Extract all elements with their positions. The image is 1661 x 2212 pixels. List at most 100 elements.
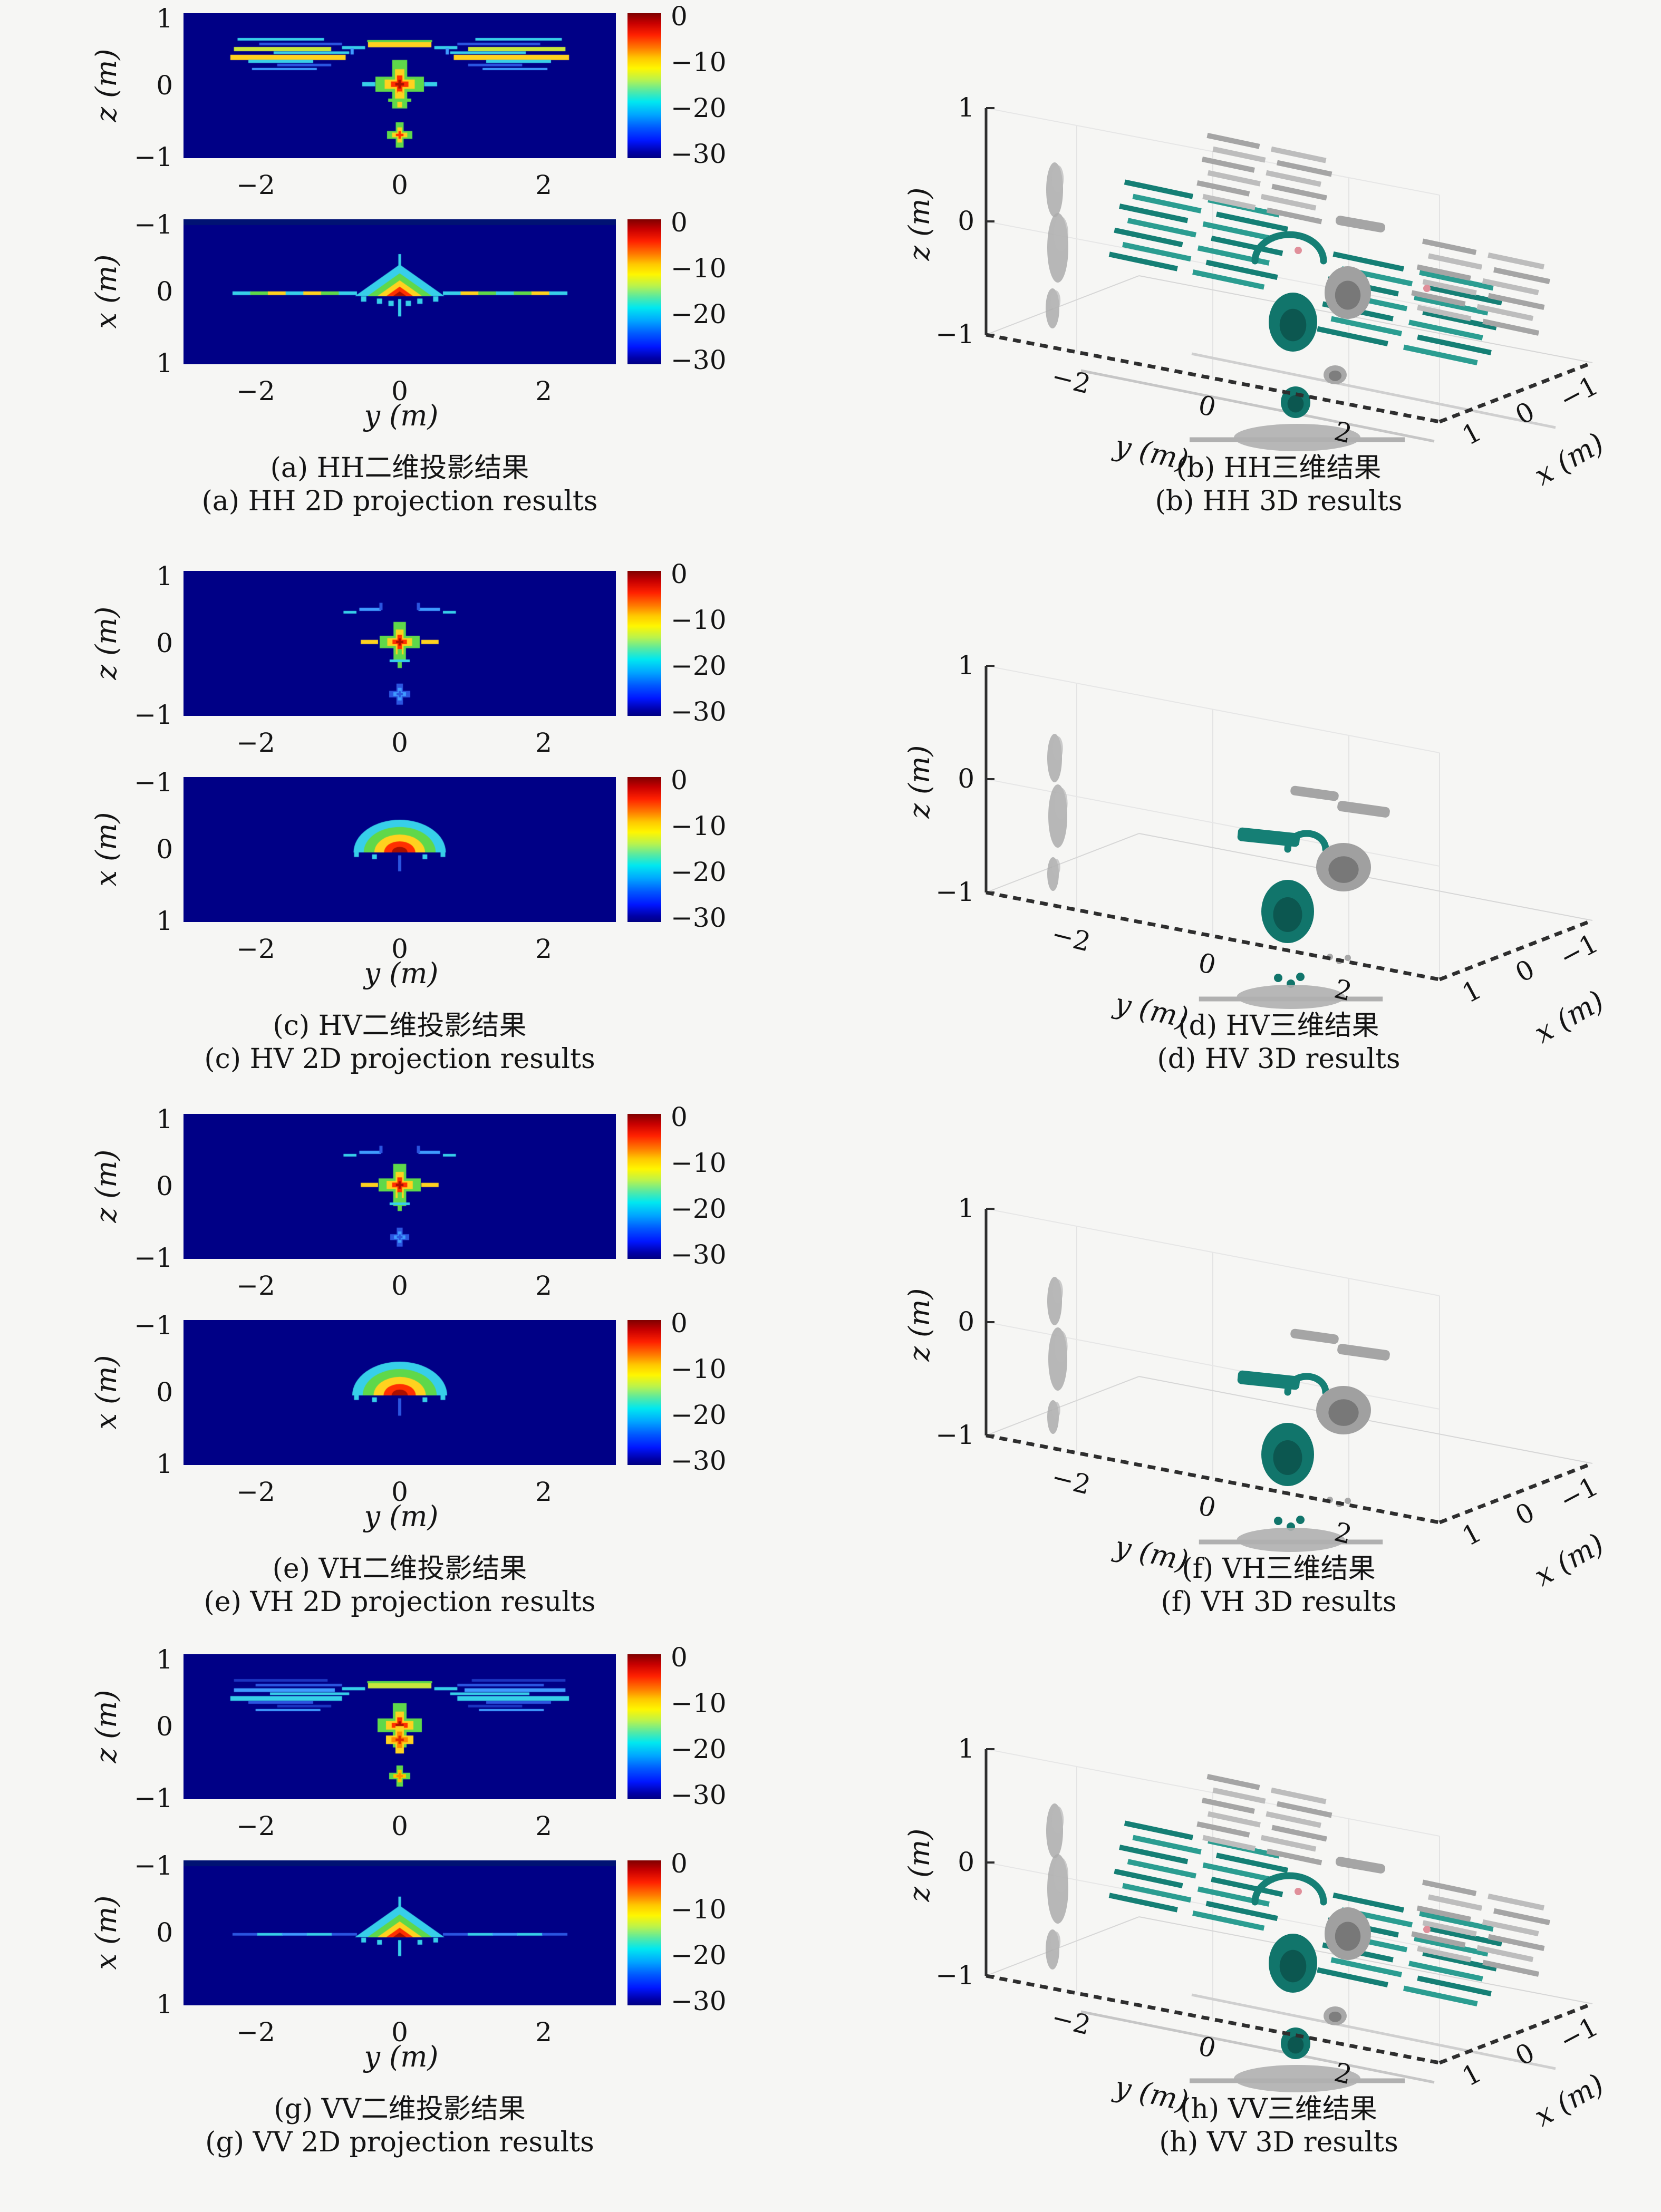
colorbar-tick: −20	[671, 299, 727, 329]
streak-dash	[1266, 170, 1321, 187]
caption-3d-cn: (d) HV三维结果	[1178, 1010, 1379, 1042]
gray-wall-patch	[1051, 1806, 1064, 1834]
streak-dash	[1411, 290, 1466, 307]
speck-dot	[1423, 285, 1431, 292]
heatmap-canvas-bottom	[184, 1320, 616, 1465]
teal-isosurface-blob	[1261, 1423, 1314, 1486]
speck-dot	[1274, 1517, 1282, 1525]
colorbar-tick: −30	[671, 139, 727, 169]
colorbar-tick: −20	[671, 1940, 727, 1971]
gray-wall-patch	[1050, 1931, 1061, 1952]
streak-dash	[1201, 1797, 1255, 1814]
teal-isosurface-blob	[1287, 2036, 1304, 2054]
grid-line	[1138, 1916, 1593, 2004]
caption-3d-en: (f) VH 3D results	[1161, 1586, 1397, 1618]
caption-2d-cn: (a) HH二维投影结果	[270, 452, 529, 484]
streak-dash	[1212, 1787, 1266, 1804]
colorbar-tick: −30	[671, 1986, 727, 2016]
streak-dash	[1205, 259, 1278, 280]
teal-isosurface-blob	[1273, 1440, 1302, 1475]
y-tick-label: 0	[1195, 1490, 1219, 1524]
x-axis-tick: −2	[236, 2017, 275, 2048]
gray-shadow-blob	[1316, 1386, 1371, 1434]
gray-shadow-blob	[1328, 856, 1359, 883]
x-axis-tick: −2	[236, 376, 275, 406]
streak-dash	[1408, 319, 1483, 341]
streak-dash	[1408, 1961, 1483, 1982]
floor-shadow-line	[1191, 1993, 1556, 2070]
y-axis-label: z (m)	[90, 606, 123, 680]
y-axis-edge	[986, 890, 1440, 982]
streak-dash	[1119, 1845, 1189, 1865]
heatmap-panel-bottom: −1 0 1 x (m) −2 0 2 0 −10 −20 −30	[90, 767, 727, 963]
gray-wall-patch	[1052, 1402, 1060, 1419]
gray-shadow-dash	[1337, 1344, 1390, 1361]
floor-shadow-line	[1080, 369, 1435, 443]
streak-dash	[1211, 1876, 1283, 1897]
z-tick-label: 1	[958, 92, 974, 123]
streak-dash	[1132, 1835, 1202, 1855]
y-axis-tick: 0	[156, 276, 173, 307]
z-tick-label: 0	[958, 1306, 974, 1337]
colorbar-tick: −30	[671, 1780, 727, 1810]
teal-isosurface-blob	[1273, 897, 1302, 932]
y-axis-tick: −1	[134, 142, 173, 172]
streak-dash	[1422, 309, 1497, 331]
z-axis-label: z (m)	[903, 745, 936, 819]
x-axis-tick: 0	[391, 2017, 408, 2048]
streak-dash	[1414, 295, 1489, 316]
z-tick-label: 0	[958, 1847, 974, 1877]
x-axis-label: y (m)	[364, 957, 439, 990]
z-tick-label: −1	[935, 1960, 974, 1991]
gray-shadow-blob	[1325, 1907, 1371, 1960]
streak-dash	[1416, 1905, 1471, 1922]
gray-shadow-blob	[1328, 2011, 1342, 2022]
gray-wall-patch	[1051, 165, 1064, 193]
z-tick-label: 0	[958, 763, 974, 794]
figure-root: 1 0 −1 z (m) −2 0 2 0 −10 −20 −30 −1 0 1…	[0, 3, 1661, 2157]
streak-dash	[1196, 1821, 1250, 1838]
teal-isosurface-dash	[1237, 827, 1300, 847]
gray-shadow-dash	[1290, 785, 1339, 801]
streak-dash	[1488, 293, 1545, 310]
x-tick-label: 1	[1457, 974, 1486, 1009]
colorbar-tick: 0	[671, 1642, 688, 1673]
x-tick-label: −1	[1554, 928, 1603, 973]
streak-dash	[1207, 170, 1261, 187]
streak-dash	[1271, 183, 1327, 201]
grid-line	[986, 665, 1440, 753]
colorbar-tick: −30	[671, 1239, 727, 1270]
heatmap-canvas-bottom	[184, 1860, 616, 2005]
streak-dash	[1419, 1910, 1494, 1932]
heatmap-canvas-top	[184, 571, 616, 716]
gray-wall-patch	[1050, 290, 1061, 311]
streak-dash	[1215, 1852, 1289, 1873]
x-tick-label: 1	[1457, 1517, 1486, 1552]
figure-row: 1 0 −1 z (m) −2 0 2 0 −10 −20 −30 −1 0 1…	[0, 3, 1661, 571]
streak-dash	[1114, 1868, 1183, 1888]
streak-dash	[1270, 146, 1327, 163]
gray-shadow-dash	[1290, 1328, 1339, 1344]
y-tick-label: −2	[1048, 1461, 1094, 1500]
streak-dash	[1417, 1946, 1472, 1963]
x-axis-tick: 2	[535, 376, 552, 406]
colorbar: 0 −10 −20 −30	[627, 3, 727, 167]
figure-row: 1 0 −1 z (m) −2 0 2 0 −10 −20 −30 −1 0 1…	[0, 1644, 1661, 2212]
y-axis-tick: 0	[156, 628, 173, 658]
streak-dash	[1417, 334, 1492, 355]
z-axis-label: z (m)	[903, 188, 936, 261]
streak-dash	[1330, 1957, 1403, 1977]
x-axis-tick: 2	[535, 170, 552, 200]
gray-shadow-streaks	[1196, 1773, 1332, 1866]
streak-dash	[1271, 1825, 1327, 1842]
streak-dash	[1488, 1934, 1545, 1951]
x-axis-tick: 0	[391, 170, 408, 200]
x-axis-tick: −2	[236, 1811, 275, 1841]
streak-dash	[1332, 1892, 1404, 1913]
colorbar-tick: −30	[671, 1445, 727, 1476]
caption-3d-cn: (f) VH三维结果	[1182, 1553, 1376, 1585]
teal-isosurface-arc	[1251, 231, 1327, 265]
streak-dash	[1482, 278, 1539, 296]
z-tick-label: −1	[935, 1420, 974, 1450]
streak-dash	[1416, 264, 1471, 281]
